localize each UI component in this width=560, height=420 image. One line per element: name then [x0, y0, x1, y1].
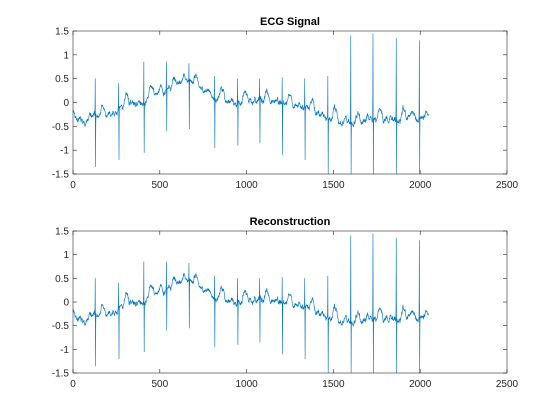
reconstruction-x-tick-label: 1000 — [235, 379, 258, 390]
ecg-signal-x-tick-label: 0 — [70, 180, 76, 191]
ecg-signal-y-tick-label: 1.5 — [55, 27, 69, 38]
ecg-signal-x-tick-label: 1500 — [322, 180, 345, 191]
reconstruction-y-tick-label: -0.5 — [52, 321, 70, 332]
ecg-signal-x-tick-label: 1000 — [235, 180, 258, 191]
reconstruction-title: Reconstruction — [250, 216, 331, 228]
reconstruction-y-tick-label: -1.5 — [52, 369, 70, 380]
reconstruction-x-tick-label: 1500 — [322, 379, 345, 390]
reconstruction-y-tick-label: 1.5 — [55, 227, 69, 238]
reconstruction-y-tick-label: 0.5 — [55, 274, 69, 285]
reconstruction-axes: Reconstruction 0 500 1000 1500 2000 2500 1.5 1 0… — [52, 216, 519, 390]
ecg-signal-y-tick-label: 1 — [63, 50, 69, 61]
reconstruction-y-tick-label: -1 — [60, 345, 69, 356]
reconstruction-y-tick-label: 0 — [63, 298, 69, 309]
ecg-signal-trace — [72, 33, 429, 175]
reconstruction-x-tick-label: 0 — [70, 379, 76, 390]
ecg-signal-y-tick-label: 0.5 — [55, 74, 69, 85]
ecg-signal-title: ECG Signal — [260, 16, 320, 28]
ecg-signal-y-tick-label: -1 — [60, 146, 69, 157]
ecg-signal-x-tick-label: 2000 — [409, 180, 432, 191]
ecg-signal-y-tick-label: 0 — [63, 98, 69, 109]
ecg-signal-x-tick-label: 2500 — [496, 180, 519, 191]
ecg-signal-axes: ECG Signal 0 500 1000 1500 2000 25001.510.50-… — [52, 16, 519, 191]
reconstruction-trace — [72, 233, 429, 374]
reconstruction-x-tick-label: 2500 — [496, 379, 519, 390]
ecg-signal-y-tick-label: -0.5 — [52, 122, 70, 133]
ecg-signal-y-tick-label: -1.5 — [52, 170, 70, 181]
reconstruction-x-tick-label: 2000 — [409, 379, 432, 390]
reconstruction-y-tick-label: 1 — [63, 250, 69, 261]
reconstruction-x-tick-label: 500 — [151, 379, 168, 390]
ecg-signal-x-tick-label: 500 — [151, 180, 168, 191]
